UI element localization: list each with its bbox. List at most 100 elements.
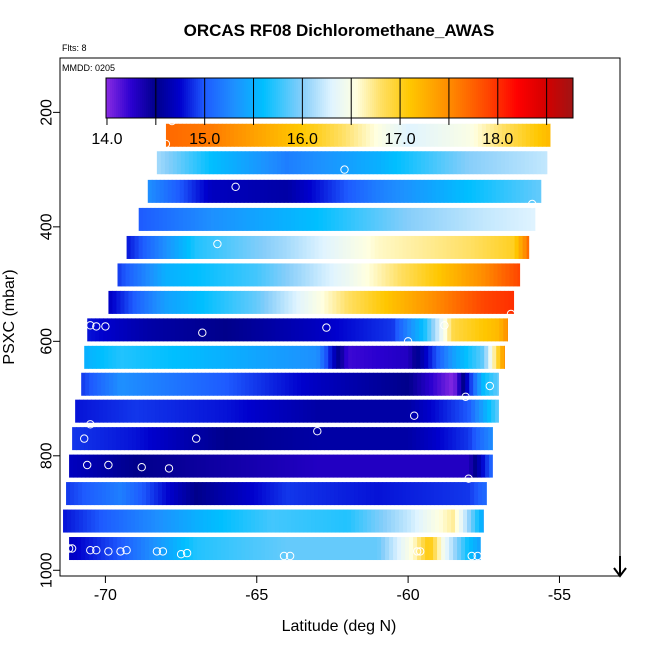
heat-cell [151, 399, 156, 423]
heat-cell [343, 509, 348, 533]
heat-cell [136, 345, 141, 369]
heat-cell [308, 290, 314, 314]
heat-cell [262, 482, 267, 506]
heat-cell [430, 207, 436, 231]
colorbar-segment [372, 78, 375, 118]
heat-cell [292, 290, 298, 314]
heat-cell [407, 179, 413, 203]
heat-cell [216, 345, 221, 369]
heat-cell [194, 235, 200, 259]
heat-cell [458, 235, 464, 259]
heat-cell [181, 263, 187, 287]
heat-cell [429, 454, 434, 478]
heat-cell [370, 207, 376, 231]
heat-cell [284, 290, 290, 314]
heat-cell [330, 482, 335, 506]
heat-cell [224, 290, 230, 314]
heat-cell [357, 454, 362, 478]
colorbar-segment [220, 78, 223, 118]
heat-cell [404, 345, 409, 369]
heat-cell [289, 537, 294, 561]
heat-cell [390, 235, 396, 259]
heat-cell [359, 179, 365, 203]
heat-cell [173, 123, 179, 147]
heat-cell [125, 537, 130, 561]
colorbar-segment [558, 78, 561, 118]
heat-cell [139, 509, 144, 533]
heat-cell [441, 454, 446, 478]
colorbar-segment [402, 78, 405, 118]
heat-cell [534, 207, 536, 231]
heat-cell [460, 151, 466, 175]
heat-cell [337, 372, 342, 396]
heat-cell [397, 372, 402, 396]
heat-cell [459, 318, 464, 342]
heat-cell [262, 235, 268, 259]
heat-cell [340, 345, 345, 369]
heat-cell [295, 318, 300, 342]
heat-cell [326, 235, 332, 259]
heat-cell [368, 151, 374, 175]
heat-cell [336, 151, 342, 175]
heat-cell [388, 151, 394, 175]
heat-cell [476, 345, 481, 369]
heat-cell [180, 290, 186, 314]
heat-cell [298, 235, 304, 259]
heat-cell [249, 123, 255, 147]
heat-cell [393, 537, 398, 561]
heat-cell [408, 151, 414, 175]
heat-cell [412, 427, 417, 451]
heat-cell [421, 454, 426, 478]
colorbar-segment [566, 78, 569, 118]
heat-cell [210, 235, 216, 259]
colorbar-segment [230, 78, 233, 118]
heat-cell [133, 263, 139, 287]
sample-point [86, 420, 95, 429]
heat-cell [370, 482, 375, 506]
heat-cell [407, 509, 412, 533]
heat-cell [167, 179, 173, 203]
heat-cell [217, 263, 223, 287]
heat-cell [214, 482, 219, 506]
heat-cell [173, 454, 178, 478]
heat-cell [411, 179, 417, 203]
heat-cell [265, 454, 270, 478]
colorbar-segment [528, 78, 531, 118]
heat-cell [425, 123, 431, 147]
heat-cell [155, 179, 161, 203]
heat-cell [418, 207, 424, 231]
colorbar-segment [306, 78, 309, 118]
heat-cell [414, 482, 419, 506]
heat-cell [410, 207, 416, 231]
y-tick-label: 1000 [39, 552, 56, 588]
heat-cell [490, 235, 496, 259]
heat-cell [153, 537, 158, 561]
heat-cell [480, 345, 485, 369]
heat-cell [188, 290, 194, 314]
heat-cell [101, 372, 106, 396]
x-tick-label: -60 [397, 587, 420, 604]
heat-cell [348, 427, 353, 451]
heat-cell [134, 235, 140, 259]
colorbar-tick-label: 16.0 [287, 131, 318, 148]
heat-cell [202, 207, 208, 231]
heat-cell [280, 427, 285, 451]
heat-cell [475, 318, 480, 342]
heat-cell [135, 509, 140, 533]
heat-cell [162, 235, 168, 259]
heat-cell [174, 207, 180, 231]
band-914 [63, 509, 484, 533]
heat-cell [281, 123, 287, 147]
sample-point [158, 547, 168, 556]
heat-cell [92, 427, 97, 451]
sample-point [161, 139, 171, 149]
heat-cell [324, 290, 330, 314]
heat-cell [392, 345, 397, 369]
date-label: MMDD: 0205 [62, 63, 115, 73]
heat-cell [344, 290, 350, 314]
heat-cell [405, 263, 411, 287]
colorbar-segment [108, 78, 111, 118]
heat-cell [435, 509, 440, 533]
heat-cell [268, 345, 273, 369]
heat-cell [215, 399, 220, 423]
